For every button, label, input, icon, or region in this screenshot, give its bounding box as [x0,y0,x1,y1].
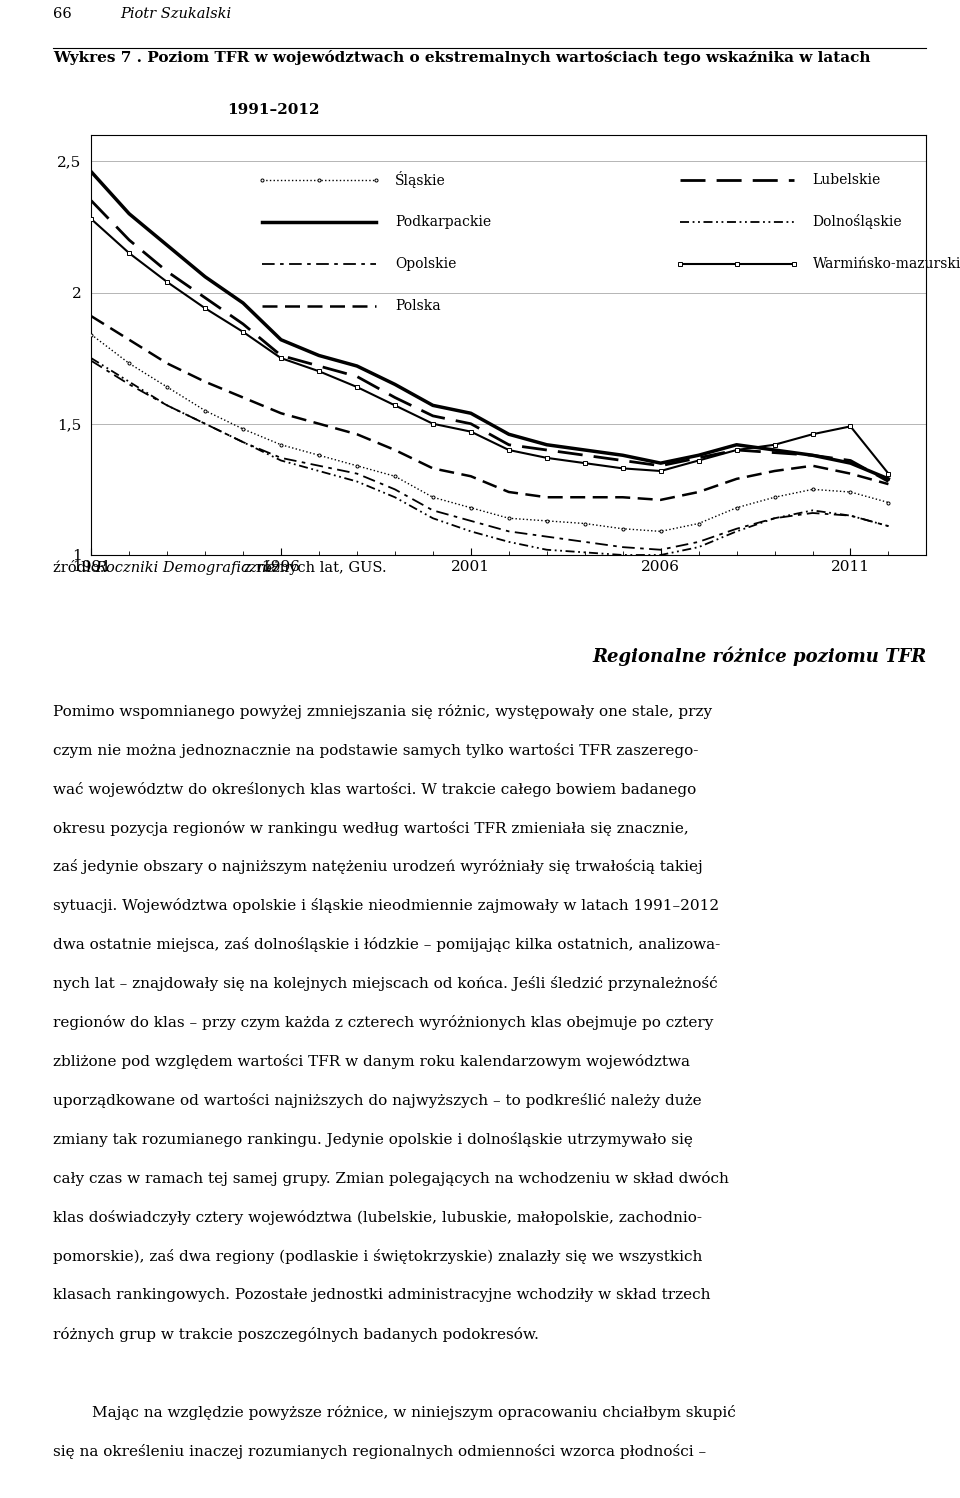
Text: okresu pozycja regionów w rankingu według wartości TFR zmieniała się znacznie,: okresu pozycja regionów w rankingu wedłu… [53,821,688,836]
Text: różnych grup w trakcie poszczególnych badanych podokresów.: różnych grup w trakcie poszczególnych ba… [53,1327,539,1342]
Text: sytuacji. Województwa opolskie i śląskie nieodmiennie zajmowały w latach 1991–20: sytuacji. Województwa opolskie i śląskie… [53,899,719,914]
Text: 66: 66 [53,7,72,21]
Text: Mając na względzie powyższe różnice, w niniejszym opracowaniu chciałbym skupić: Mając na względzie powyższe różnice, w n… [53,1405,735,1420]
Text: Warmińsko-mazurskie: Warmińsko-mazurskie [812,256,960,271]
Text: uporządkowane od wartości najniższych do najwyższych – to podkreślić należy duże: uporządkowane od wartości najniższych do… [53,1094,702,1109]
Text: Wykres 7 . Poziom TFR w województwach o ekstremalnych wartościach tego wskaźnika: Wykres 7 . Poziom TFR w województwach o … [53,49,871,64]
Text: czym nie można jednoznacznie na podstawie samych tylko wartości TFR zaszerego-: czym nie można jednoznacznie na podstawi… [53,743,698,758]
Text: Roczniki Demograficzne: Roczniki Demograficzne [95,560,275,575]
Text: zaś jedynie obszary o najniższym natężeniu urodzeń wyróżniały się trwałością tak: zaś jedynie obszary o najniższym natężen… [53,860,703,875]
Text: Regionalne różnice poziomu TFR: Regionalne różnice poziomu TFR [592,647,926,667]
Text: zmiany tak rozumianego rankingu. Jedynie opolskie i dolnośląskie utrzymywało się: zmiany tak rozumianego rankingu. Jedynie… [53,1132,693,1147]
Text: z różnych lat, GUS.: z różnych lat, GUS. [239,560,387,575]
Text: 1991–2012: 1991–2012 [228,103,320,117]
Text: Śląskie: Śląskie [395,171,445,189]
Text: klasach rankingowych. Pozostałe jednostki administracyjne wchodziły w skład trze: klasach rankingowych. Pozostałe jednostk… [53,1288,710,1302]
Text: Opolskie: Opolskie [395,256,456,271]
Text: Polska: Polska [395,298,441,313]
Text: klas doświadczyły cztery województwa (lubelskie, lubuskie, małopolskie, zachodni: klas doświadczyły cztery województwa (lu… [53,1210,702,1225]
Text: Pomimo wspomnianego powyżej zmniejszania się różnic, występowały one stale, przy: Pomimo wspomnianego powyżej zmniejszania… [53,704,712,719]
Text: dwa ostatnie miejsca, zaś dolnośląskie i łódzkie – pomijając kilka ostatnich, an: dwa ostatnie miejsca, zaś dolnośląskie i… [53,938,720,953]
Text: pomorskie), zaś dwa regiony (podlaskie i świętokrzyskie) znalazły się we wszystk: pomorskie), zaś dwa regiony (podlaskie i… [53,1249,702,1264]
Text: się na określeniu inaczej rozumianych regionalnych odmienności wzorca płodności : się na określeniu inaczej rozumianych re… [53,1444,706,1459]
Text: cały czas w ramach tej samej grupy. Zmian polegających na wchodzeniu w skład dwó: cały czas w ramach tej samej grupy. Zmia… [53,1171,729,1186]
Text: Lubelskie: Lubelskie [812,172,880,187]
Text: regionów do klas – przy czym każda z czterech wyróżnionych klas obejmuje po czte: regionów do klas – przy czym każda z czt… [53,1016,713,1031]
Text: nych lat – znajdowały się na kolejnych miejscach od końca. Jeśli śledzić przynal: nych lat – znajdowały się na kolejnych m… [53,977,717,992]
Text: Podkarpackie: Podkarpackie [395,214,491,229]
Text: Dolnośląskie: Dolnośląskie [812,214,902,229]
Text: zbliżone pod względem wartości TFR w danym roku kalendarzowym województwa: zbliżone pod względem wartości TFR w dan… [53,1055,690,1070]
Text: źródło:: źródło: [53,560,108,575]
Text: Piotr Szukalski: Piotr Szukalski [120,7,231,21]
Text: wać województw do określonych klas wartości. W trakcie całego bowiem badanego: wać województw do określonych klas warto… [53,782,696,797]
